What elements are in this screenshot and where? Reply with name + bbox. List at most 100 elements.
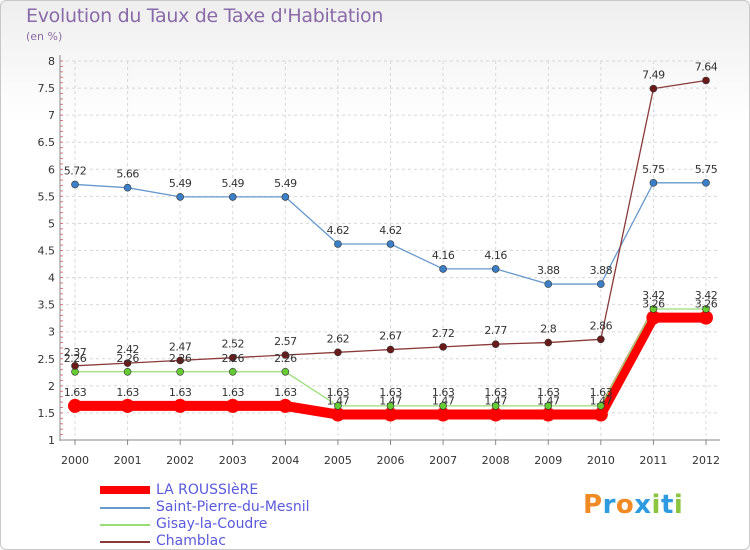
data-point (176, 193, 184, 201)
data-label: 1.63 (169, 386, 192, 399)
data-point (646, 310, 661, 325)
data-point (71, 180, 79, 189)
x-tick-label: 2008 (482, 454, 510, 467)
data-label: 2.26 (64, 352, 87, 365)
legend-swatch (100, 541, 150, 543)
data-label: 5.49 (222, 177, 245, 190)
data-label: 3.26 (642, 298, 665, 311)
data-point (281, 193, 290, 201)
logo-letter: i (651, 490, 661, 520)
data-point (649, 84, 658, 93)
data-label: 2.37 (64, 346, 87, 359)
x-tick-label: 2011 (639, 454, 667, 467)
data-label: 1.47 (379, 395, 402, 408)
data-point (281, 367, 290, 376)
data-point (491, 402, 500, 410)
data-point (491, 340, 500, 348)
data-label: 5.49 (274, 177, 297, 190)
chart-subtitle: (en %) (26, 30, 63, 43)
data-label: 4.16 (432, 249, 455, 262)
data-point (176, 367, 184, 376)
data-label: 2.8 (540, 323, 556, 336)
legend-label: Saint-Pierre-du-Mesnil (156, 499, 310, 515)
data-point (699, 310, 713, 325)
y-tick-label: 3 (48, 326, 55, 339)
data-point (439, 343, 447, 351)
data-label: 5.49 (169, 177, 192, 190)
data-label: 1.47 (484, 395, 507, 408)
x-tick-label: 2009 (534, 454, 562, 467)
data-label: 1.63 (116, 386, 139, 399)
data-point (173, 398, 188, 413)
data-label: 2.62 (327, 332, 350, 345)
legend-item-gisay-la-coudre[interactable]: Gisay-la-Coudre (100, 516, 309, 533)
data-point (386, 345, 395, 354)
legend-item-chamblac[interactable]: Chamblac (100, 533, 309, 550)
y-tick-label: 7.5 (38, 82, 56, 95)
data-point (334, 348, 342, 357)
data-point (120, 398, 135, 413)
data-point (544, 402, 553, 410)
x-tick-label: 2007 (429, 454, 457, 467)
data-label: 2.26 (116, 352, 139, 365)
legend-swatch (100, 507, 150, 509)
data-point (544, 280, 553, 288)
data-label: 1.63 (222, 386, 245, 399)
data-point (228, 367, 237, 376)
data-point (597, 335, 605, 344)
data-label: 1.63 (484, 386, 507, 399)
data-label: 1.63 (432, 386, 455, 399)
data-label: 2.26 (222, 352, 245, 365)
legend-item-saint-pierre-du-mesnil[interactable]: Saint-Pierre-du-Mesnil (100, 499, 309, 516)
data-point (68, 398, 82, 413)
legend-item-la-roussiere[interactable]: LA ROUSSIèRE (100, 482, 309, 499)
data-point (334, 240, 342, 248)
data-label: 1.63 (64, 386, 87, 399)
data-point (597, 280, 605, 288)
y-tick-label: 2.5 (38, 353, 56, 366)
logo-letter: P (583, 490, 603, 520)
y-tick-label: 1.5 (38, 407, 56, 420)
logo-letter: r (602, 490, 616, 520)
x-tick-label: 2003 (219, 454, 247, 467)
legend-swatch (100, 524, 150, 526)
x-tick-label: 2001 (114, 454, 142, 467)
data-point (439, 265, 447, 273)
data-label: 2.57 (274, 335, 297, 348)
data-point (436, 407, 451, 422)
data-point (488, 407, 503, 422)
y-tick-label: 7 (48, 109, 55, 122)
legend-swatch (100, 486, 150, 494)
y-tick-label: 4.5 (38, 245, 56, 258)
y-tick-label: 3.5 (38, 299, 56, 312)
data-label: 3.42 (695, 289, 718, 302)
y-tick-label: 2 (48, 380, 55, 393)
x-tick-label: 2002 (166, 454, 194, 467)
data-label: 1.47 (590, 395, 613, 408)
x-tick-label: 2010 (587, 454, 615, 467)
data-point (491, 265, 500, 273)
data-label: 1.47 (432, 395, 455, 408)
data-label: 4.16 (484, 249, 507, 262)
data-label: 2.72 (432, 327, 455, 340)
data-point (541, 407, 556, 422)
line-chart: 1 1.5 2 2.5 3 3.5 4 4.5 5 5.5 6 6.5 7 7.5 8 2000 2001 200… (38, 55, 720, 467)
y-tick-label: 1 (48, 434, 55, 447)
x-tick-label: 2012 (692, 454, 720, 467)
data-label: 2.77 (484, 324, 507, 337)
data-point (649, 179, 658, 187)
data-label: 1.63 (327, 386, 350, 399)
logo-letter: x (634, 490, 652, 520)
data-point (702, 76, 710, 85)
proxiti-logo: Proxiti (583, 490, 683, 520)
data-label: 1.63 (274, 386, 297, 399)
data-label: 4.62 (379, 224, 402, 237)
data-point (593, 407, 608, 422)
data-label: 7.64 (695, 60, 718, 73)
data-point (225, 398, 240, 413)
data-label: 4.62 (327, 224, 350, 237)
data-label: 1.63 (590, 386, 613, 399)
x-tick-label: 2000 (61, 454, 89, 467)
data-label: 7.49 (642, 69, 665, 82)
